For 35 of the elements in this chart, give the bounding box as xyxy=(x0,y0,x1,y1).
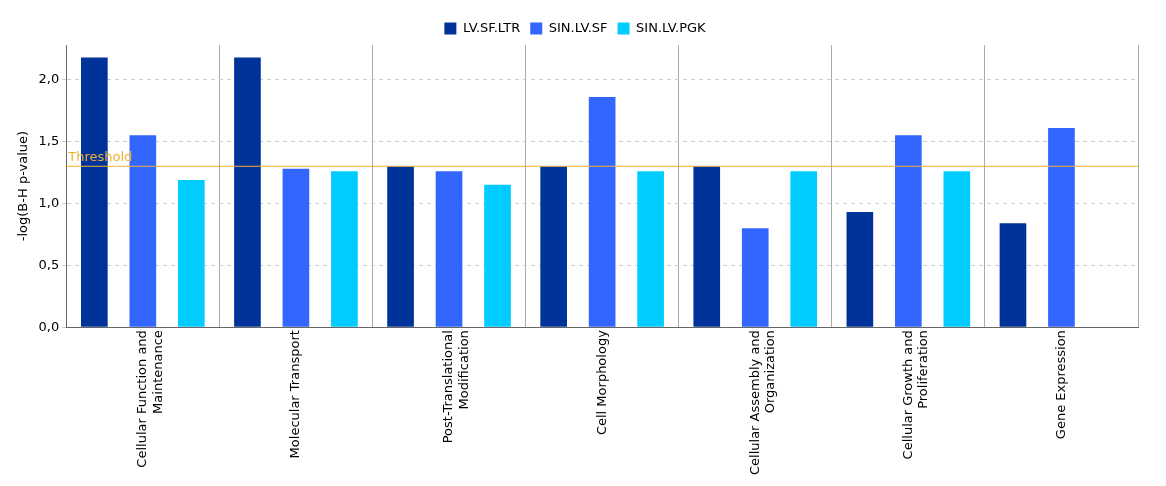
bar xyxy=(234,57,261,327)
bar xyxy=(331,171,358,327)
bar xyxy=(540,166,567,327)
bar xyxy=(1048,127,1075,327)
bar xyxy=(282,168,310,327)
bar xyxy=(637,171,664,327)
bar xyxy=(741,228,769,327)
x-tick-label: Cellular Growth and Proliferation xyxy=(899,330,931,460)
y-tick-label: 2,0 xyxy=(38,71,60,87)
y-axis-title: -log(B-H p-value) xyxy=(15,130,31,242)
y-tick-label: 0,0 xyxy=(38,318,60,334)
bar xyxy=(693,166,721,327)
x-tick-label: Cellular Assembly and Organization xyxy=(746,330,778,475)
bar xyxy=(435,171,463,327)
bar xyxy=(387,166,414,327)
legend-label: SIN.LV.PGK xyxy=(636,19,707,35)
bar xyxy=(790,171,818,327)
x-tick-label: Molecular Transport xyxy=(287,330,303,459)
bar xyxy=(999,223,1027,327)
bar xyxy=(129,135,157,327)
bar xyxy=(846,212,874,327)
y-tick-label: 1,0 xyxy=(38,194,60,210)
legend-label: SIN.LV.SF xyxy=(548,19,608,35)
legend-label: LV.SF.LTR xyxy=(462,19,521,35)
bar xyxy=(588,96,616,327)
x-tick-label: Cellular Function and Maintenance xyxy=(134,330,165,468)
bar xyxy=(943,171,971,327)
x-tick-label: Gene Expression xyxy=(1052,330,1068,440)
bar xyxy=(177,179,205,327)
bar xyxy=(484,184,511,327)
bar xyxy=(895,135,922,327)
y-tick-label: 0,5 xyxy=(38,256,60,272)
x-tick-label: Cell Morphology xyxy=(593,329,609,436)
x-tick-label: Post-Translational Modification xyxy=(440,330,472,444)
y-tick-label: 1,5 xyxy=(38,132,60,148)
